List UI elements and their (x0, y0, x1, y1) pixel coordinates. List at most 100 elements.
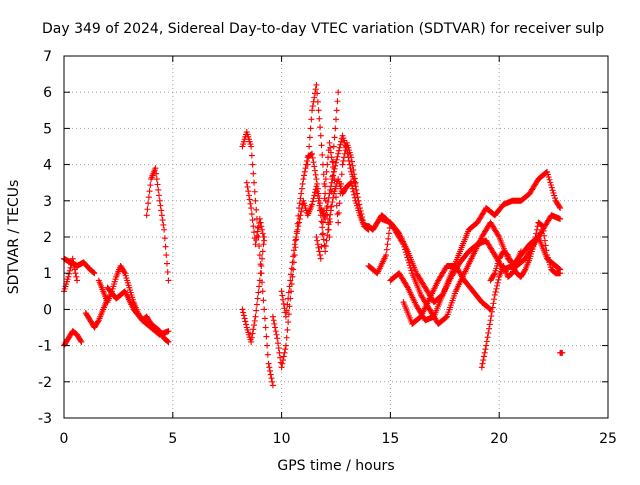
data-point (488, 313, 495, 320)
data-point (309, 201, 316, 208)
data-point (544, 168, 551, 175)
data-point (160, 221, 167, 228)
data-point (324, 161, 331, 168)
data-point (348, 182, 355, 189)
data-point (327, 183, 334, 190)
data-point (338, 180, 345, 187)
data-point (346, 161, 353, 168)
data-point (152, 165, 159, 172)
data-point (242, 318, 249, 325)
data-point (348, 154, 355, 161)
data-point (313, 234, 320, 240)
data-point (268, 375, 275, 382)
data-point (314, 188, 321, 195)
data-point (243, 321, 250, 328)
data-point (296, 215, 303, 222)
data-point (298, 208, 305, 215)
data-point (320, 236, 327, 243)
data-point (287, 277, 294, 284)
data-point (249, 217, 256, 224)
series-track-b (61, 328, 85, 349)
data-point (313, 183, 320, 190)
data-point (551, 195, 558, 202)
data-point (333, 159, 339, 166)
data-point (354, 194, 361, 201)
data-point (315, 197, 322, 204)
x-tick-label: 10 (273, 431, 291, 447)
data-point (71, 266, 78, 273)
data-point (293, 234, 300, 240)
data-point (243, 179, 250, 186)
data-point (91, 270, 98, 277)
data-point (479, 360, 486, 367)
data-point (159, 217, 166, 224)
data-point (346, 157, 353, 164)
data-point (261, 306, 268, 313)
x-tick-label: 5 (168, 431, 177, 447)
data-point (77, 337, 84, 344)
data-point (261, 237, 268, 244)
data-point (314, 241, 321, 248)
data-point (256, 252, 263, 259)
data-point (246, 196, 253, 203)
data-point (338, 138, 345, 145)
data-point (292, 244, 299, 251)
data-point (313, 176, 320, 183)
data-point (551, 192, 558, 199)
data-point (487, 317, 494, 324)
data-point (333, 194, 339, 201)
y-tick-label: -1 (38, 339, 52, 355)
data-point (349, 185, 356, 192)
data-point (317, 132, 324, 139)
data-point (311, 192, 318, 199)
data-point (319, 231, 326, 238)
data-point (249, 161, 256, 168)
data-point (322, 243, 329, 250)
data-point (495, 276, 502, 283)
data-point (557, 205, 564, 212)
data-point (327, 203, 334, 210)
data-point (340, 157, 347, 164)
data-point (285, 295, 292, 302)
data-point (158, 212, 165, 219)
y-tick-label: 1 (43, 266, 52, 282)
y-tick-label: 2 (43, 230, 52, 246)
data-point (330, 158, 337, 165)
data-point (165, 277, 172, 284)
data-point (284, 326, 291, 333)
data-point (147, 182, 154, 189)
series-track-d (82, 295, 111, 331)
data-point (350, 188, 357, 195)
x-axis-label: GPS time / hours (277, 458, 394, 474)
data-point (323, 168, 330, 175)
data-point (318, 243, 325, 250)
data-point (292, 237, 299, 244)
x-tick-label: 15 (381, 431, 399, 447)
data-point (309, 107, 316, 114)
data-point (279, 292, 286, 299)
data-point (266, 364, 273, 371)
data-point (259, 255, 266, 262)
data-point (309, 198, 316, 205)
data-point (314, 192, 321, 199)
x-tick-label: 20 (490, 431, 508, 447)
series-track-n (313, 139, 359, 262)
data-point (263, 333, 270, 340)
data-point (322, 248, 329, 255)
data-point (542, 242, 549, 249)
data-point (162, 243, 169, 250)
data-point (326, 234, 333, 240)
data-point (383, 252, 390, 259)
data-point (312, 171, 319, 178)
data-point (284, 301, 291, 308)
data-point (299, 180, 306, 187)
data-point (289, 259, 296, 266)
data-point (271, 320, 278, 327)
data-point (255, 289, 262, 296)
data-point (73, 273, 80, 280)
data-point (157, 202, 164, 209)
data-point (316, 248, 323, 255)
data-point (482, 346, 489, 353)
data-point (153, 176, 160, 183)
